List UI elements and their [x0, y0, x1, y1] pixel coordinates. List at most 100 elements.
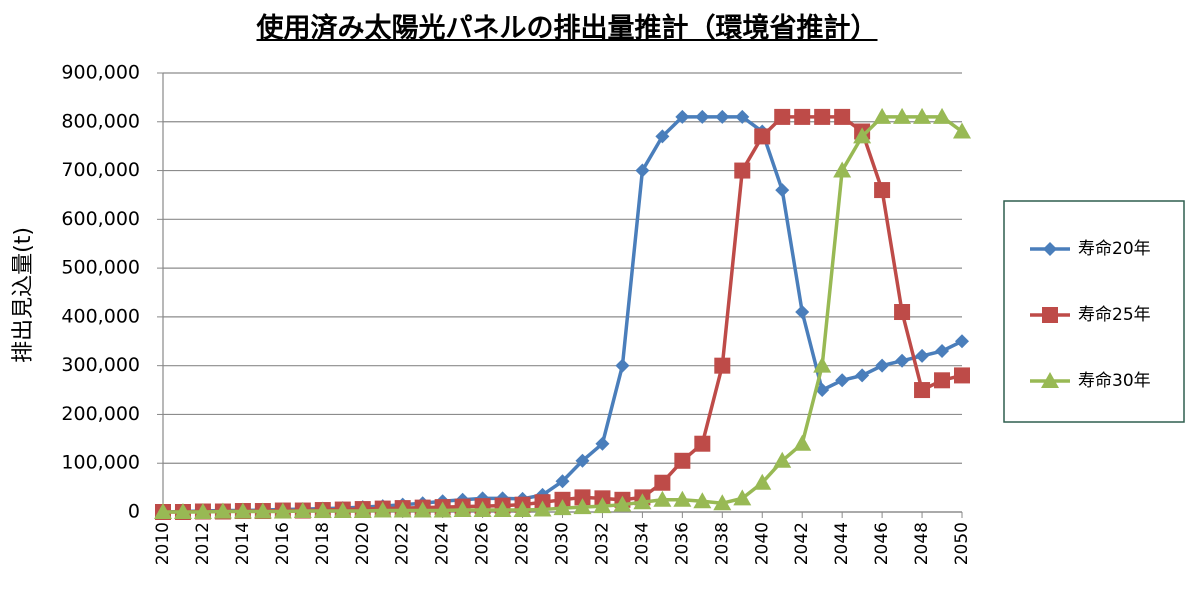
chart-title: 使用済み太陽光パネルの排出量推計（環境省推計）	[256, 13, 878, 44]
data-point	[894, 304, 911, 321]
data-point	[715, 109, 730, 124]
data-point	[795, 305, 810, 320]
x-tick-label: 2046	[872, 522, 892, 565]
legend-box	[1003, 200, 1185, 423]
x-tick-label: 2050	[952, 522, 972, 565]
data-point	[393, 501, 412, 518]
data-point	[173, 503, 192, 519]
data-point	[595, 436, 610, 451]
data-point	[575, 453, 590, 468]
x-tick-label: 2010	[153, 522, 173, 565]
data-point	[915, 348, 930, 363]
y-tick-label: 200,000	[61, 403, 140, 425]
y-tick-label: 800,000	[61, 110, 140, 132]
data-point	[895, 353, 910, 368]
data-point	[373, 501, 392, 518]
x-tick-label: 2034	[632, 522, 652, 565]
y-tick-label: 400,000	[61, 305, 140, 327]
data-point	[574, 489, 591, 506]
data-point	[833, 161, 852, 178]
y-tick-label: 500,000	[61, 257, 140, 279]
data-point	[673, 490, 692, 507]
data-point	[893, 107, 912, 124]
data-point	[935, 344, 950, 359]
y-tick-label: 100,000	[61, 452, 140, 474]
data-point	[353, 502, 372, 519]
data-point	[815, 383, 830, 398]
data-point	[853, 127, 872, 144]
data-point	[735, 109, 750, 124]
data-point	[293, 502, 312, 519]
data-point	[953, 122, 971, 139]
x-tick-label: 2038	[712, 522, 732, 565]
x-tick-label: 2018	[313, 522, 333, 565]
data-point	[793, 434, 812, 451]
data-point	[855, 368, 870, 383]
data-point	[555, 474, 570, 489]
x-tick-label: 2024	[433, 522, 453, 565]
legend-label: 寿命20年	[1078, 239, 1151, 259]
data-point	[773, 451, 792, 468]
data-point	[154, 503, 172, 519]
x-tick-label: 2022	[393, 522, 413, 565]
x-tick-label: 2026	[473, 522, 493, 565]
series	[154, 107, 971, 519]
data-point	[333, 502, 352, 519]
legend-marker	[1041, 372, 1059, 388]
data-point	[734, 162, 751, 179]
x-tick-label: 2028	[513, 522, 533, 565]
data-point	[253, 502, 272, 519]
data-point	[635, 163, 650, 178]
data-point	[955, 334, 969, 349]
data-point	[675, 109, 690, 124]
x-tick-label: 2042	[792, 522, 812, 565]
data-point	[933, 107, 952, 124]
data-point	[653, 490, 672, 507]
data-point	[753, 473, 772, 490]
data-point	[913, 107, 932, 124]
data-point	[914, 382, 931, 399]
data-point	[453, 501, 472, 518]
data-point	[814, 108, 831, 125]
data-point	[233, 502, 252, 519]
data-point	[433, 501, 452, 518]
x-tick-label: 2036	[672, 522, 692, 565]
legend-marker	[1042, 307, 1058, 323]
x-tick-label: 2014	[233, 522, 253, 565]
data-point	[573, 498, 592, 515]
x-tick-label: 2044	[832, 522, 852, 565]
legend-marker	[1043, 242, 1057, 256]
data-point	[273, 502, 292, 519]
data-point	[774, 108, 791, 125]
data-point	[593, 497, 612, 514]
x-tick-label: 2048	[912, 522, 932, 565]
y-tick-label: 0	[128, 501, 140, 523]
data-point	[754, 128, 771, 145]
data-point	[553, 499, 572, 516]
data-point	[794, 108, 811, 125]
data-point	[633, 493, 652, 510]
x-tick-label: 2016	[273, 522, 293, 565]
y-tick-label: 600,000	[61, 208, 140, 230]
data-point	[655, 129, 670, 144]
data-point	[875, 358, 890, 373]
legend-label: 寿命30年	[1078, 371, 1151, 391]
x-tick-label: 2040	[752, 522, 772, 565]
y-tick-label: 300,000	[61, 354, 140, 376]
data-point	[674, 452, 691, 469]
data-point	[954, 367, 970, 384]
data-point	[714, 357, 731, 374]
data-point	[835, 373, 850, 388]
data-point	[493, 501, 512, 518]
x-tick-label: 2012	[193, 522, 213, 565]
data-point	[413, 501, 432, 518]
data-point	[874, 182, 891, 199]
x-tick-label: 2032	[592, 522, 612, 565]
data-point	[934, 372, 951, 389]
x-tick-label: 2030	[553, 522, 573, 565]
legend-label: 寿命25年	[1078, 305, 1151, 325]
data-point	[513, 501, 532, 518]
data-point	[713, 494, 732, 511]
